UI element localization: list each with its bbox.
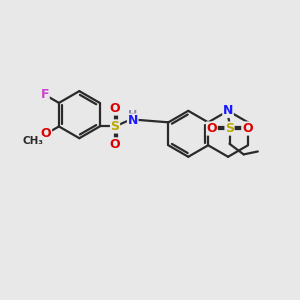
Text: H: H	[128, 110, 137, 120]
Text: CH₃: CH₃	[22, 136, 44, 146]
Text: O: O	[207, 122, 217, 135]
Text: S: S	[225, 122, 234, 135]
Text: F: F	[41, 88, 49, 101]
Text: O: O	[110, 102, 120, 115]
Text: N: N	[128, 114, 138, 127]
Text: N: N	[223, 104, 233, 117]
Text: O: O	[242, 122, 253, 135]
Text: O: O	[41, 127, 52, 140]
Text: O: O	[110, 138, 120, 151]
Text: S: S	[110, 120, 119, 133]
